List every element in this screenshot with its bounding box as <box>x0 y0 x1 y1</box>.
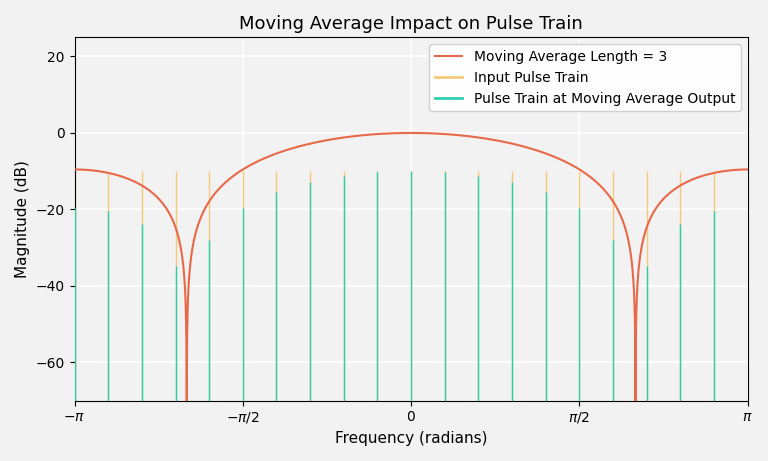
Legend: Moving Average Length = 3, Input Pulse Train, Pulse Train at Moving Average Outp: Moving Average Length = 3, Input Pulse T… <box>429 44 741 111</box>
X-axis label: Frequency (radians): Frequency (radians) <box>335 431 488 446</box>
Y-axis label: Magnitude (dB): Magnitude (dB) <box>15 160 30 278</box>
Title: Moving Average Impact on Pulse Train: Moving Average Impact on Pulse Train <box>240 15 583 33</box>
